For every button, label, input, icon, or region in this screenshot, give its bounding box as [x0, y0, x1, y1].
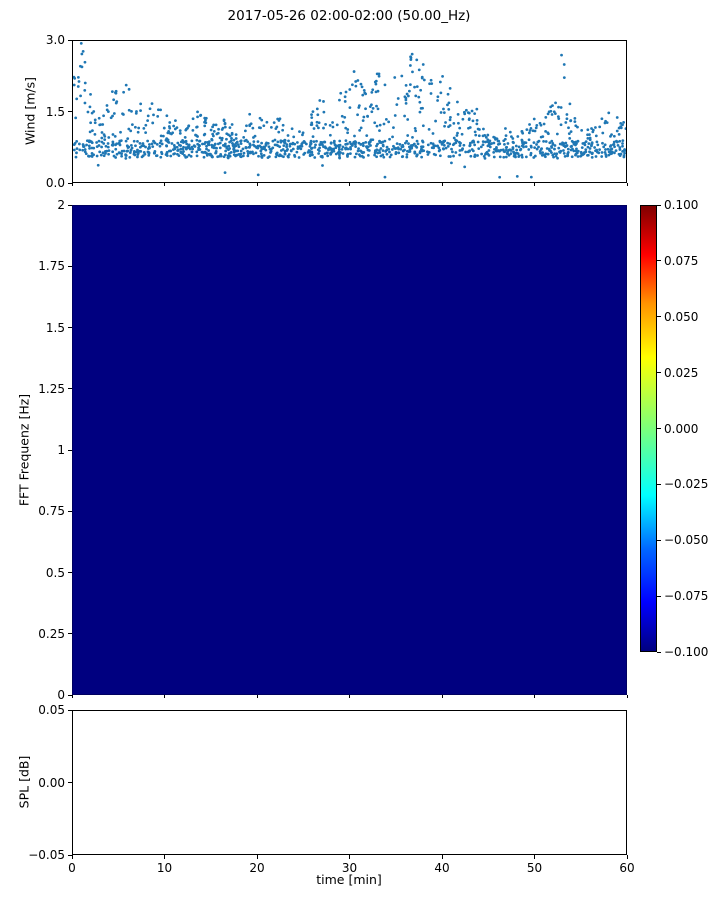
tick-label: 1 — [57, 443, 65, 457]
tick-mark — [68, 694, 72, 696]
tick-label: 50 — [526, 861, 543, 875]
tick-mark — [164, 695, 165, 698]
tick-mark — [71, 695, 73, 698]
tick-label: 0.0 — [45, 176, 65, 190]
tick-label: 60 — [619, 861, 635, 875]
tick-mark — [68, 854, 72, 856]
x-axis-label: time [min] — [316, 872, 382, 887]
tick-mark — [256, 695, 258, 698]
tick-label: 2 — [57, 198, 65, 212]
tick-mark — [68, 327, 72, 328]
tick-mark — [68, 572, 72, 573]
tick-mark — [626, 183, 628, 186]
tick-label: 40 — [434, 861, 450, 875]
tick-label: 1.25 — [38, 381, 65, 396]
tick-label: 0.025 — [664, 365, 699, 380]
tick-mark — [349, 855, 350, 859]
tick-mark — [441, 183, 443, 186]
tick-mark — [657, 204, 661, 206]
tick-mark — [441, 855, 443, 859]
tick-mark — [68, 449, 72, 451]
tick-label: 20 — [249, 861, 265, 875]
tick-label: −0.050 — [664, 533, 709, 548]
tick-label: 0.050 — [664, 309, 699, 324]
fft-spectrogram — [72, 205, 627, 695]
tick-mark — [534, 695, 535, 698]
tick-mark — [68, 182, 72, 184]
tick-mark — [657, 539, 661, 541]
tick-mark — [657, 595, 661, 597]
tick-mark — [164, 855, 165, 859]
tick-label: 1.75 — [38, 259, 65, 274]
tick-label: 0 — [57, 688, 65, 702]
colorbar — [640, 205, 657, 652]
tick-mark — [534, 855, 535, 859]
tick-mark — [657, 483, 661, 485]
tick-mark — [68, 388, 72, 390]
tick-label: 30 — [341, 861, 358, 875]
tick-label: 0 — [68, 861, 76, 875]
tick-label: 0.00 — [38, 775, 65, 790]
tick-mark — [657, 428, 661, 429]
tick-mark — [349, 183, 350, 186]
tick-mark — [68, 633, 72, 635]
tick-label: 1.5 — [45, 104, 65, 119]
tick-mark — [71, 183, 73, 186]
tick-label: −0.05 — [28, 848, 65, 862]
wind-y-axis-label: Wind [m/s] — [22, 76, 38, 146]
spl-y-axis-label: SPL [dB] — [16, 755, 32, 809]
tick-label: 0.75 — [38, 504, 65, 519]
tick-mark — [68, 39, 72, 41]
tick-mark — [164, 183, 165, 186]
tick-mark — [349, 695, 350, 698]
tick-label: −0.025 — [664, 477, 709, 492]
tick-mark — [68, 204, 72, 206]
fft-y-axis-label: FFT Frequenz [Hz] — [16, 393, 32, 507]
tick-label: 3.0 — [45, 33, 65, 47]
tick-mark — [626, 695, 628, 698]
tick-label: 0.05 — [38, 703, 65, 717]
figure-title: 2017-05-26 02:00-02:00 (50.00_Hz) — [227, 8, 471, 24]
tick-mark — [657, 372, 661, 374]
wind-scatter-plot — [72, 40, 627, 183]
tick-mark — [68, 709, 72, 711]
tick-mark — [68, 111, 72, 112]
tick-mark — [256, 183, 258, 186]
tick-label: 1.5 — [45, 320, 65, 335]
tick-mark — [68, 510, 72, 512]
tick-label: −0.100 — [664, 645, 709, 659]
tick-mark — [256, 855, 258, 859]
tick-label: −0.075 — [664, 589, 709, 604]
tick-label: 10 — [156, 861, 173, 875]
spl-plot — [72, 710, 627, 855]
tick-mark — [68, 782, 72, 783]
tick-mark — [657, 651, 661, 653]
tick-mark — [71, 855, 73, 859]
tick-label: 0.075 — [664, 253, 699, 268]
tick-mark — [441, 695, 443, 698]
tick-mark — [657, 316, 661, 318]
tick-mark — [626, 855, 628, 859]
wind-scatter-points — [73, 41, 626, 179]
tick-label: 0.5 — [45, 565, 65, 580]
tick-mark — [68, 265, 72, 267]
tick-mark — [657, 260, 661, 262]
tick-label: 0.25 — [38, 626, 65, 641]
tick-mark — [534, 183, 535, 186]
tick-label: 0.000 — [664, 421, 699, 436]
tick-label: 0.100 — [664, 198, 699, 212]
